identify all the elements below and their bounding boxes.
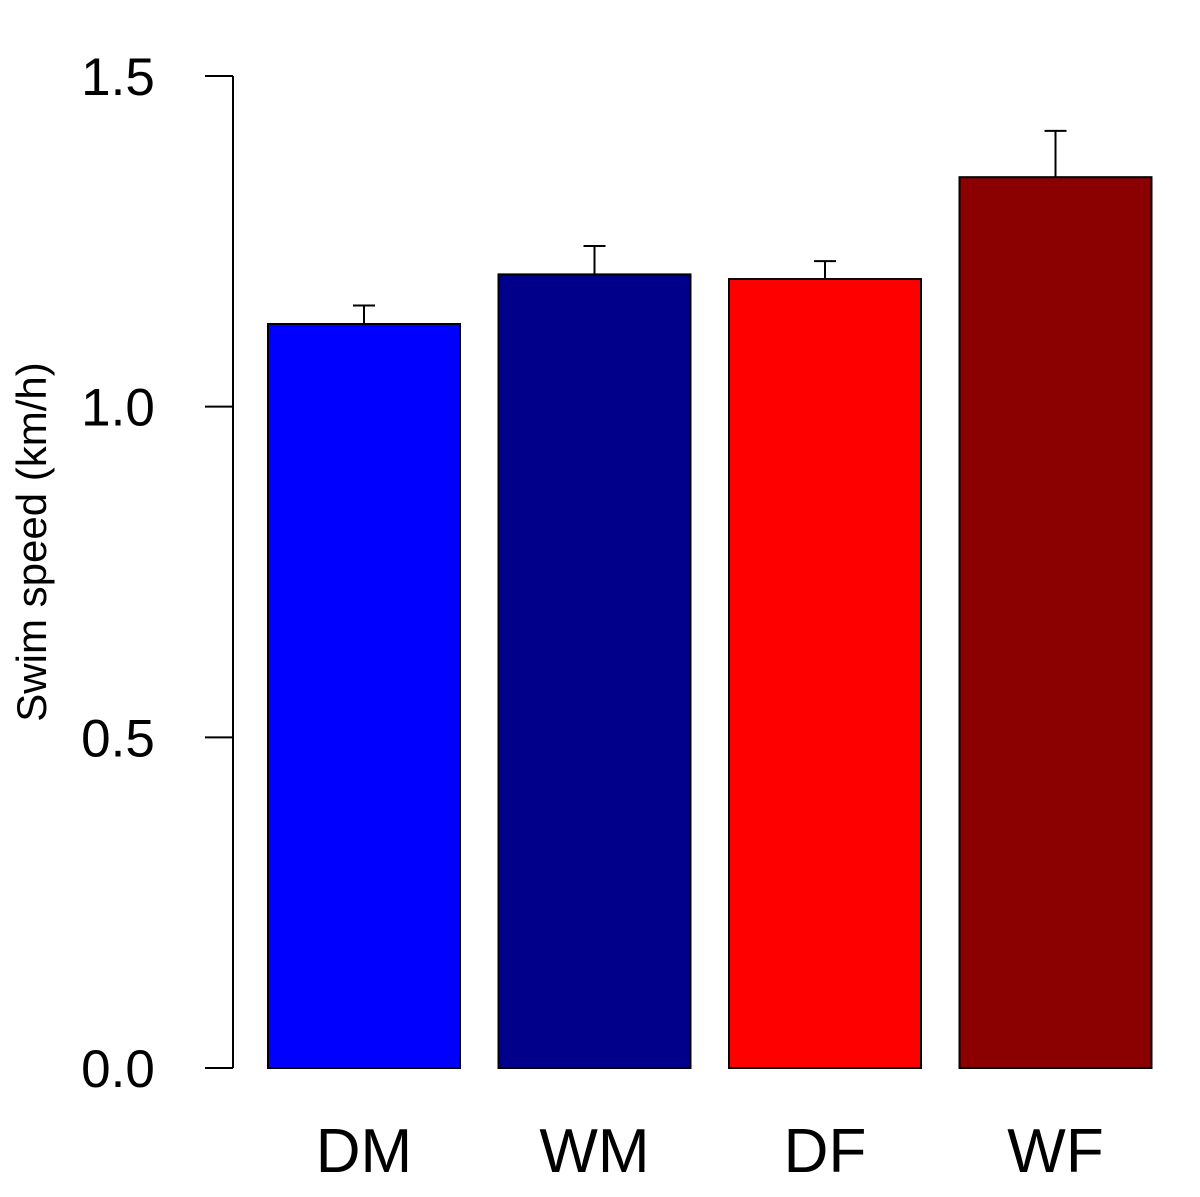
y-tick-label: 0.0 bbox=[81, 1040, 155, 1099]
y-tick-label: 1.5 bbox=[81, 48, 155, 107]
category-label: DF bbox=[784, 1117, 867, 1186]
y-ticks: 0.0 0.5 1.0 1.5 bbox=[81, 48, 233, 1099]
category-label: WM bbox=[539, 1117, 649, 1186]
bar-df bbox=[728, 278, 922, 1069]
error-bars bbox=[353, 129, 1067, 324]
bar-dm bbox=[267, 323, 461, 1069]
category-label: WF bbox=[1007, 1117, 1103, 1186]
bars bbox=[267, 176, 1153, 1069]
category-labels: DM WM DF WF bbox=[316, 1117, 1104, 1186]
y-axis-title: Swim speed (km/h) bbox=[8, 362, 55, 721]
bar-wm bbox=[497, 273, 692, 1069]
y-tick-label: 1.0 bbox=[81, 379, 155, 438]
category-label: DM bbox=[316, 1117, 412, 1186]
bar-wf bbox=[958, 176, 1153, 1069]
y-tick-label: 0.5 bbox=[81, 709, 155, 768]
